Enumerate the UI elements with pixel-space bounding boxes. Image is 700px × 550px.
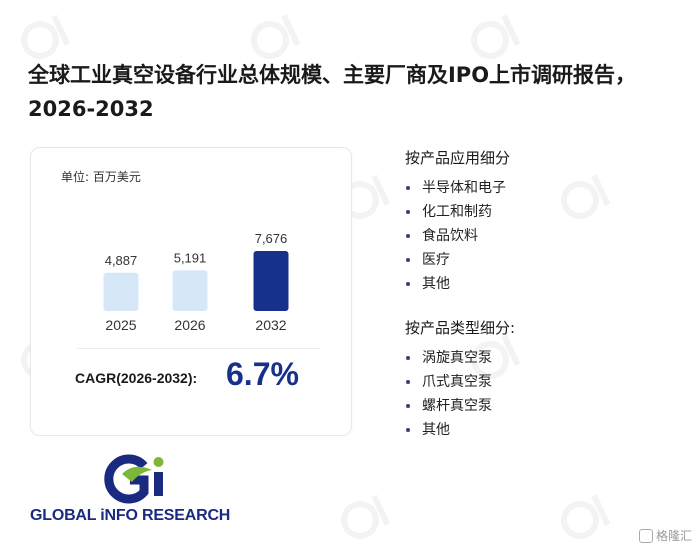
card-divider (77, 348, 321, 349)
market-size-card: 单位: 百万美元 4,887 2025 5,191 2026 7,676 2032 CAG… (30, 147, 352, 436)
type-item: 其他 (422, 422, 450, 438)
market-size-bar-chart: 4,887 2025 5,191 2026 7,676 2032 (103, 231, 289, 333)
application-segment-list: 半导体和电子 化工和制药 食品饮料 医疗 其他 (405, 176, 506, 296)
category-label-2032: 2032 (255, 317, 286, 333)
bullet-icon (406, 380, 410, 384)
list-item: 半导体和电子 (405, 176, 506, 200)
application-item: 其他 (422, 276, 450, 292)
bar-2025 (103, 272, 139, 311)
bullet-icon (406, 234, 410, 238)
unit-label: 单位: 百万美元 (61, 170, 141, 184)
list-item: 医疗 (405, 248, 506, 272)
list-item: 涡旋真空泵 (405, 346, 492, 370)
list-item: 其他 (405, 418, 492, 442)
cagr-value: 6.7% (226, 356, 299, 392)
bullet-icon (406, 404, 410, 408)
page-title: 全球工业真空设备行业总体规模、主要厂商及IPO上市调研报告，2026-2032 (28, 63, 637, 121)
bullet-icon (406, 186, 410, 190)
application-item: 化工和制药 (422, 204, 492, 220)
bullet-icon (406, 258, 410, 262)
bullet-icon (406, 428, 410, 432)
list-item: 螺杆真空泵 (405, 394, 492, 418)
application-item: 食品饮料 (422, 228, 478, 244)
list-item: 爪式真空泵 (405, 370, 492, 394)
brand-text: 格隆汇 (655, 529, 692, 543)
value-label-2026: 5,191 (174, 250, 207, 265)
application-segment-title: 按产品应用细分 (405, 149, 511, 167)
type-item: 涡旋真空泵 (422, 350, 492, 366)
bullet-icon (406, 210, 410, 214)
bullet-icon (406, 282, 410, 286)
list-item: 其他 (405, 272, 506, 296)
cagr-label: CAGR(2026-2032): (75, 370, 198, 386)
brand-watermark: 格隆汇 (638, 527, 692, 544)
category-label-2025: 2025 (105, 317, 136, 333)
bar-2026 (172, 270, 208, 311)
application-item: 医疗 (422, 252, 450, 268)
value-label-2032: 7,676 (255, 231, 288, 246)
logo-text: GLOBAL iNFO RESEARCH (30, 507, 231, 524)
value-label-2025: 4,887 (105, 253, 138, 268)
type-segment-list: 涡旋真空泵 爪式真空泵 螺杆真空泵 其他 (405, 346, 492, 442)
list-item: 化工和制药 (405, 200, 506, 224)
type-segment-title: 按产品类型细分: (405, 319, 516, 337)
company-logo: GLOBAL iNFO RESEARCH (30, 452, 250, 532)
application-item: 半导体和电子 (422, 180, 506, 196)
bullet-icon (406, 356, 410, 360)
gi-logo-icon (104, 454, 164, 504)
type-item: 螺杆真空泵 (422, 398, 492, 414)
bar-2032 (253, 251, 289, 311)
type-item: 爪式真空泵 (422, 374, 492, 390)
brand-icon (638, 528, 653, 543)
category-label-2026: 2026 (174, 317, 205, 333)
list-item: 食品饮料 (405, 224, 506, 248)
